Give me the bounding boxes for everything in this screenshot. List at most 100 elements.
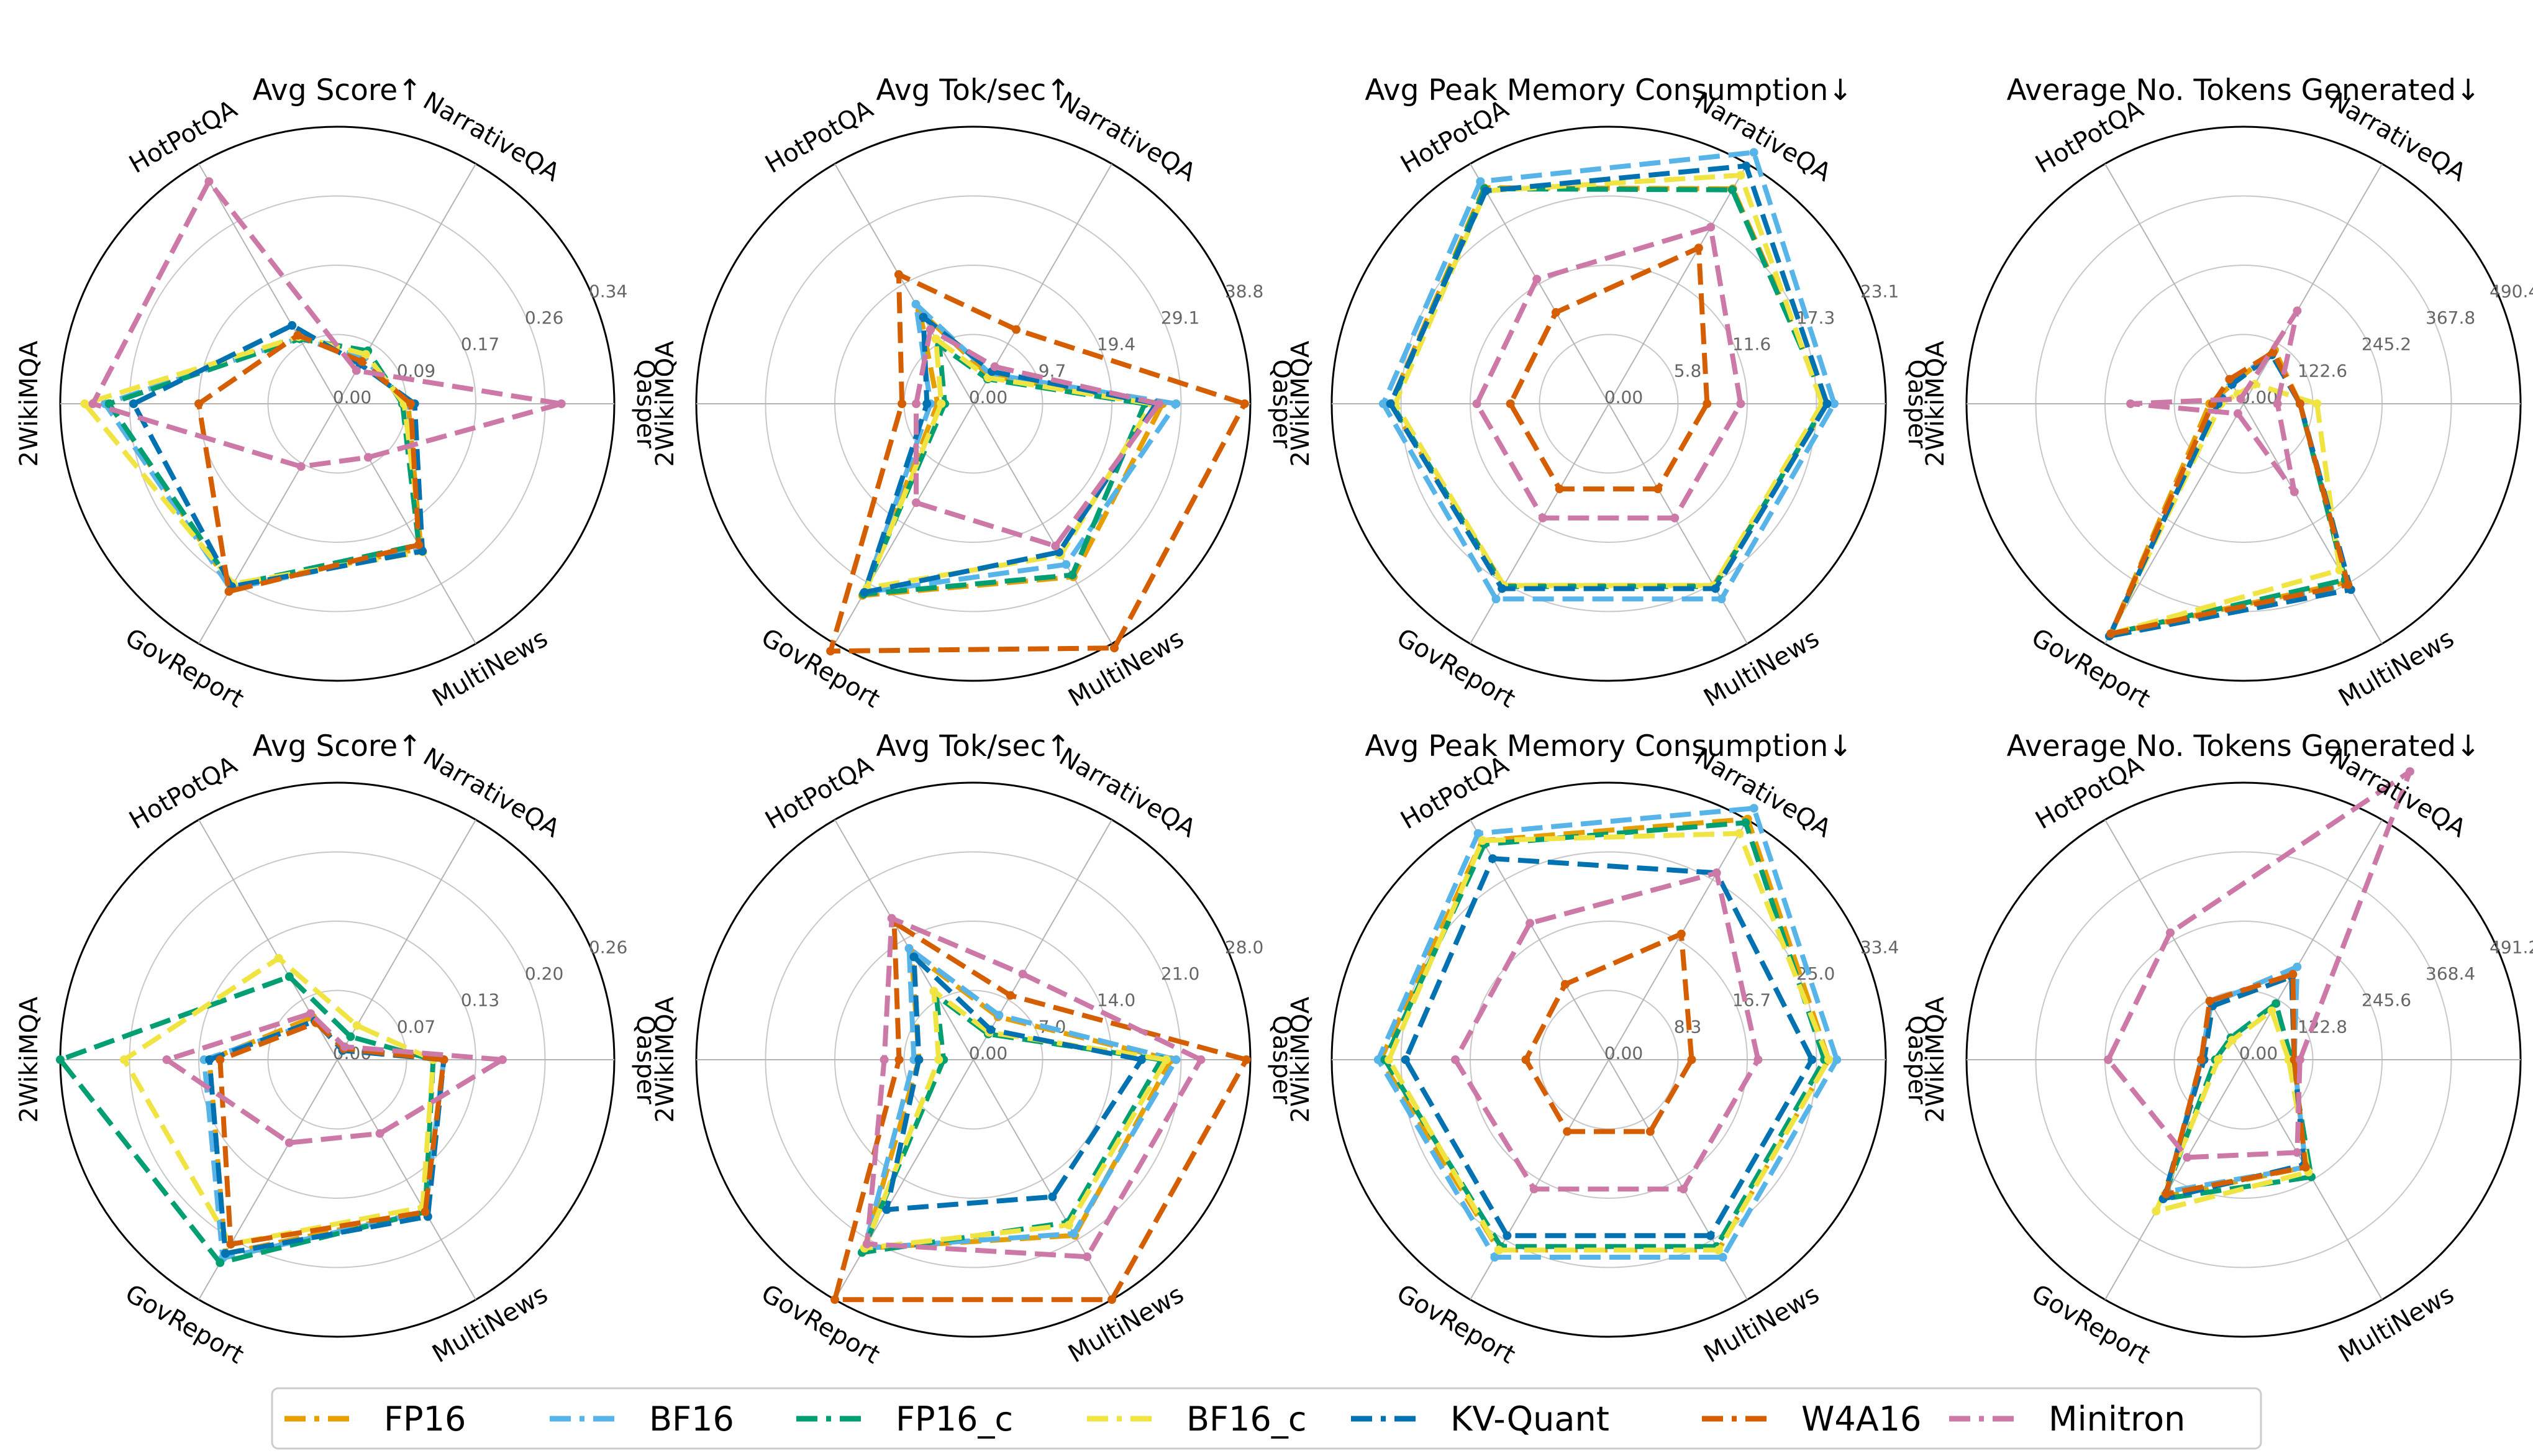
category-label-multinews: MultiNews xyxy=(2334,1280,2458,1369)
radial-tick-label: 23.1 xyxy=(1860,281,1899,301)
radial-tick-label: 490.4 xyxy=(2490,281,2533,301)
data-point-bf16-c xyxy=(2214,1055,2223,1064)
radial-tick-label: 38.8 xyxy=(1225,281,1263,301)
legend-label: Minitron xyxy=(2049,1399,2185,1439)
data-point-kv-quant xyxy=(1711,584,1720,593)
data-point-w4a16 xyxy=(1703,399,1712,408)
radial-tick-label: 0.26 xyxy=(525,307,563,328)
data-point-w4a16 xyxy=(1552,307,1560,317)
data-point-kv-quant xyxy=(205,1055,214,1064)
spoke xyxy=(2104,163,2244,404)
panel-title: Avg Score↑ xyxy=(252,73,422,107)
data-point-bf16-c xyxy=(1385,1055,1394,1064)
legend-label: KV-Quant xyxy=(1450,1399,1609,1439)
legend-item-bf16: BF16 xyxy=(550,1399,734,1439)
data-point-w4a16 xyxy=(2344,580,2353,589)
data-point-fp16-c xyxy=(1727,185,1737,194)
data-point-bf16-c xyxy=(1064,1221,1073,1230)
data-point-w4a16 xyxy=(293,330,302,340)
data-point-minitron xyxy=(2293,306,2302,316)
category-label-2wikimqa: 2WikiMQA xyxy=(1286,340,1315,467)
spoke xyxy=(2104,819,2244,1060)
spoke xyxy=(1608,1059,1748,1300)
data-point-minitron xyxy=(296,462,306,471)
radial-tick-label: 245.6 xyxy=(2362,990,2411,1011)
radial-tick-label: 21.0 xyxy=(1161,963,1199,984)
data-point-minitron xyxy=(1529,1185,1539,1194)
category-label-govreport: GovReport xyxy=(2027,623,2155,714)
data-point-w4a16 xyxy=(439,1055,448,1064)
data-point-w4a16 xyxy=(1676,929,1686,939)
category-label-2wikimqa: 2WikiMQA xyxy=(15,996,43,1123)
spoke xyxy=(834,1059,974,1300)
spoke xyxy=(337,403,476,644)
data-point-minitron xyxy=(2273,399,2282,408)
data-point-minitron xyxy=(2126,399,2135,408)
data-point-minitron xyxy=(306,1009,316,1018)
category-label-govreport: GovReport xyxy=(121,1279,248,1370)
spoke xyxy=(2104,403,2244,644)
data-point-bf16 xyxy=(1749,148,1758,157)
data-point-minitron xyxy=(162,1055,171,1064)
radial-tick-label: 29.1 xyxy=(1161,307,1199,328)
data-point-minitron xyxy=(1712,868,1721,878)
spoke xyxy=(834,163,974,404)
category-label-2wikimqa: 2WikiMQA xyxy=(1921,340,1950,467)
data-point-minitron xyxy=(926,325,935,334)
data-point-minitron xyxy=(1736,399,1745,408)
category-label-hotpotqa: HotPotQA xyxy=(760,750,878,835)
data-point-minitron xyxy=(862,1239,871,1249)
data-point-w4a16 xyxy=(421,1208,430,1217)
category-label-hotpotqa: HotPotQA xyxy=(124,94,242,179)
panel-title: Avg Tok/sec↑ xyxy=(876,729,1070,763)
radar-panel-5: 0.000.070.130.200.26QasperNarrativeQAHot… xyxy=(15,729,660,1370)
data-point-minitron xyxy=(912,498,921,507)
data-point-minitron xyxy=(2295,1055,2304,1064)
radar-panel-4: 0.00122.6245.2367.8490.4QasperNarrativeQ… xyxy=(1921,73,2533,714)
category-label-qasper: Qasper xyxy=(1903,1015,1931,1104)
data-point-w4a16 xyxy=(2162,1190,2171,1199)
data-point-minitron xyxy=(2233,409,2242,418)
panel-title: Average No. Tokens Generated↓ xyxy=(2007,73,2481,107)
data-point-bf16 xyxy=(1379,399,1388,408)
category-label-qasper: Qasper xyxy=(631,359,660,448)
data-point-bf16-c xyxy=(931,334,940,344)
category-label-qasper: Qasper xyxy=(631,1015,660,1104)
category-label-multinews: MultiNews xyxy=(1063,624,1188,713)
data-point-minitron xyxy=(887,914,896,923)
data-point-w4a16 xyxy=(406,399,416,408)
data-point-kv-quant xyxy=(129,399,139,408)
data-point-minitron xyxy=(2183,1153,2192,1162)
data-point-w4a16 xyxy=(194,399,203,408)
data-point-w4a16 xyxy=(226,1240,235,1249)
data-point-bf16-c xyxy=(1735,829,1744,838)
data-point-bf16 xyxy=(1749,804,1758,813)
spoke xyxy=(2243,403,2383,644)
data-point-w4a16 xyxy=(2288,970,2298,979)
legend-item-fp16-c: FP16_c xyxy=(796,1399,1013,1439)
category-label-govreport: GovReport xyxy=(1392,1279,1520,1370)
data-point-kv-quant xyxy=(1386,399,1395,408)
data-point-minitron xyxy=(1679,1185,1688,1194)
data-point-w4a16 xyxy=(1240,399,1249,408)
spoke xyxy=(2243,163,2383,404)
data-point-bf16 xyxy=(1717,594,1726,604)
legend-label: BF16_c xyxy=(1186,1399,1307,1439)
radial-tick-label: 0.00 xyxy=(2239,1043,2278,1063)
spoke xyxy=(1470,1059,1609,1300)
data-point-bf16 xyxy=(1171,399,1181,408)
radial-tick-label: 122.6 xyxy=(2298,360,2347,381)
data-point-minitron xyxy=(1451,1055,1460,1064)
category-label-govreport: GovReport xyxy=(2027,1279,2155,1370)
data-point-w4a16 xyxy=(1521,1055,1530,1064)
data-point-kv-quant xyxy=(1137,1055,1146,1064)
category-label-2wikimqa: 2WikiMQA xyxy=(651,340,680,467)
radial-tick-label: 0.34 xyxy=(589,281,627,301)
spoke xyxy=(834,819,974,1060)
category-label-qasper: Qasper xyxy=(1267,359,1296,448)
category-label-qasper: Qasper xyxy=(1267,1015,1296,1104)
data-point-minitron xyxy=(88,399,98,408)
data-point-w4a16 xyxy=(224,587,234,596)
radial-tick-label: 16.7 xyxy=(1732,990,1771,1011)
